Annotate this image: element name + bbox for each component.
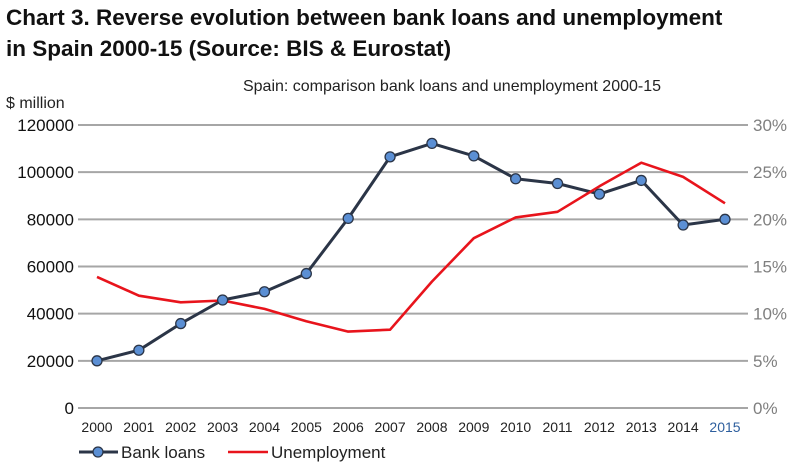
- left-axis-tick-label: 60000: [27, 258, 74, 277]
- chart-title-line-1: Chart 3. Reverse evolution between bank …: [6, 5, 723, 30]
- x-axis-tick-label: 2011: [542, 419, 572, 435]
- left-axis-tick-labels: 0 20000 40000 60000 80000 100000 120000: [17, 116, 74, 418]
- right-axis-tick-label: 30%: [753, 116, 787, 135]
- chart-title-line-2: in Spain 2000-15 (Source: BIS & Eurostat…: [6, 36, 452, 61]
- x-axis-tick-label: 2003: [207, 419, 238, 435]
- x-axis-tick-label: 2009: [458, 419, 489, 435]
- x-axis-tick-label: 2014: [668, 419, 699, 435]
- bank-loans-point: [426, 137, 438, 150]
- bank-loans-point: [300, 267, 312, 280]
- left-axis-tick-label: 20000: [27, 352, 74, 371]
- legend: Bank loans Unemployment: [79, 443, 386, 462]
- plot-title: Spain: comparison bank loans and unemplo…: [243, 78, 661, 95]
- unemployment-line: [96, 161, 726, 333]
- bank-loans-point: [677, 219, 689, 231]
- x-axis-tick-label: 2008: [416, 419, 447, 435]
- x-axis-tick-label: 2007: [374, 419, 405, 435]
- bank-loans-point: [551, 177, 564, 190]
- bank-loans-point: [216, 294, 229, 306]
- legend-unemployment-label: Unemployment: [271, 443, 386, 462]
- x-axis-tick-label: 2006: [333, 419, 364, 435]
- x-axis-tick-label: 2002: [165, 419, 196, 435]
- bank-loans-point: [468, 150, 480, 162]
- right-axis-tick-labels: 0% 5% 10% 15% 20% 25% 30%: [753, 116, 787, 418]
- right-axis-tick-label: 15%: [753, 258, 787, 277]
- bank-loans-markers: [91, 137, 731, 367]
- x-axis-tick-label: 2004: [249, 419, 280, 435]
- left-axis-tick-label: 40000: [27, 305, 74, 324]
- right-axis-tick-label: 20%: [753, 210, 787, 229]
- x-axis-tick-labels: 2000 2001 2002 2003 2004 2005 2006 2007 2008 2009…: [81, 419, 740, 435]
- legend-bank-loans-marker: [92, 446, 104, 458]
- right-axis-tick-label: 5%: [753, 352, 778, 371]
- x-axis-tick-label: 2010: [500, 419, 531, 435]
- left-axis-tick-label: 0: [65, 399, 74, 418]
- x-axis-tick-label: 2015: [709, 419, 740, 435]
- left-axis-unit-label: $ million: [6, 95, 65, 112]
- x-axis-tick-label: 2000: [81, 419, 112, 435]
- bank-loans-point: [719, 213, 731, 225]
- legend-bank-loans-label: Bank loans: [121, 443, 205, 462]
- bank-loans-point: [175, 317, 187, 330]
- x-axis-tick-label: 2012: [584, 419, 615, 435]
- bank-loans-point: [384, 151, 396, 163]
- bank-loans-line: [96, 141, 726, 363]
- right-axis-tick-label: 0%: [753, 399, 778, 418]
- series-lines: [96, 141, 726, 363]
- bank-loans-point: [593, 188, 606, 200]
- gridlines: [78, 124, 748, 409]
- bank-loans-point: [510, 173, 522, 185]
- x-axis-tick-label: 2001: [123, 419, 154, 435]
- left-axis-tick-label: 120000: [17, 116, 74, 135]
- x-axis-tick-label: 2013: [626, 419, 657, 435]
- chart-title: Chart 3. Reverse evolution between bank …: [6, 2, 796, 64]
- bank-loans-point: [342, 212, 354, 225]
- bank-loans-point: [635, 174, 647, 187]
- bank-loans-point: [91, 355, 103, 367]
- left-axis-tick-label: 80000: [27, 210, 74, 229]
- right-axis-tick-label: 25%: [753, 163, 787, 182]
- bank-loans-point: [258, 286, 271, 298]
- bank-loans-point: [133, 344, 145, 356]
- x-axis-tick-label: 2005: [291, 419, 322, 435]
- right-axis-tick-label: 10%: [753, 305, 787, 324]
- left-axis-tick-label: 100000: [17, 163, 74, 182]
